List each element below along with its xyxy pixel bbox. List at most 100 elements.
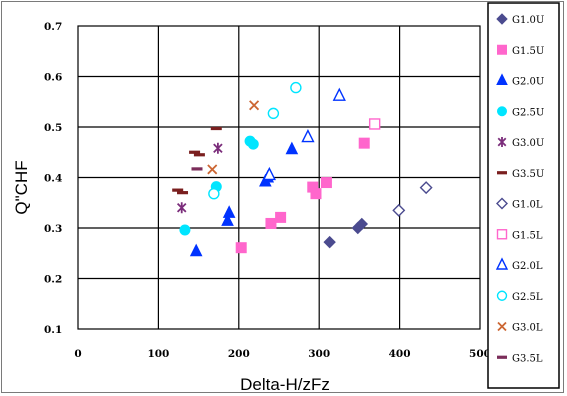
x-tick-label: 500 [469, 348, 491, 360]
legend-label: G2.5U [512, 107, 544, 118]
data-point [332, 87, 346, 101]
data-point [262, 166, 276, 181]
data-point [301, 129, 315, 143]
legend-label: G1.5L [512, 230, 543, 241]
series-g3-0u [176, 142, 223, 214]
data-point [210, 126, 222, 131]
plot-area [77, 25, 481, 330]
legend-item: G1.5L [496, 229, 543, 241]
data-point [189, 150, 201, 154]
data-point [290, 81, 302, 94]
data-point [191, 167, 203, 171]
legend-item: G3.0U [497, 137, 544, 149]
legend-label: G2.5L [512, 292, 543, 303]
legend-item: G3.5U [497, 169, 544, 180]
series-g2-5u [179, 135, 259, 236]
data-point [285, 141, 299, 155]
legend-item: G2.0U [496, 73, 544, 88]
x-tick-label: 400 [389, 348, 411, 360]
series-g3-5l [191, 167, 203, 171]
legend-marker [497, 44, 507, 55]
data-point [323, 235, 336, 249]
legend-marker [497, 321, 507, 332]
series-g3-5u [172, 126, 222, 195]
y-tick-label: 0.2 [44, 274, 62, 286]
series-g1-5l [368, 118, 381, 130]
data-point [358, 137, 370, 149]
data-point [249, 100, 260, 111]
series-g3-0l [207, 100, 260, 175]
legend: G1.0U G1.5U G2.0U G2.5U G3.0U G3.5U G1.0L G1.5L… [487, 2, 560, 389]
data-point [193, 153, 205, 157]
data-point [179, 224, 191, 236]
legend-marker [497, 355, 507, 359]
legend-label: G3.0L [512, 323, 543, 334]
x-tick-label: 0 [74, 348, 81, 360]
y-tick-label: 0.3 [44, 223, 62, 235]
series-g1-0l [392, 181, 433, 217]
legend-label: G1.0L [512, 200, 543, 211]
legend-item: G1.0L [496, 197, 543, 211]
x-tick-label: 300 [308, 348, 330, 360]
series-g1-0u [323, 217, 369, 249]
legend-marker [496, 290, 508, 301]
data-point [310, 188, 322, 200]
y-tick-label: 0.1 [44, 324, 62, 336]
legend-item: G3.5L [497, 353, 543, 364]
legend-item: G2.5L [496, 290, 543, 303]
data-point [419, 181, 433, 195]
y-tick-label: 0.6 [44, 72, 62, 84]
data-point [368, 118, 381, 130]
tick-labels: 0 100 200 300 400 500 0.1 0.2 0.3 0.4 0.5 0.6 0.7 [44, 21, 491, 360]
series-g2-0l [262, 87, 346, 181]
legend-item: G2.5U [497, 106, 544, 118]
data-point [208, 187, 220, 200]
series-g2-0u [189, 141, 299, 257]
data-point [176, 202, 187, 214]
legend-label: G2.0L [512, 261, 543, 272]
data-point [213, 142, 223, 154]
data-point [265, 217, 277, 229]
data-point [235, 242, 247, 254]
legend-item: G2.0L [495, 257, 543, 272]
data-point [267, 107, 280, 120]
legend-item: G1.5U [497, 44, 544, 57]
data-point [207, 164, 218, 175]
data-point [222, 205, 236, 218]
series-g1-5u [235, 137, 370, 254]
legend-label: G3.5U [512, 169, 544, 180]
data-point [221, 213, 234, 226]
data-point [320, 177, 332, 189]
legend-marker [495, 257, 509, 270]
legend-label: G3.5L [512, 353, 543, 364]
data-point [355, 217, 369, 231]
legend-marker [497, 171, 507, 175]
legend-label: G2.0U [512, 77, 544, 88]
legend-item: G1.0U [496, 13, 544, 26]
legend-label: G1.5U [512, 46, 544, 57]
grid-lines [78, 26, 480, 329]
data-point [189, 243, 203, 257]
legend-marker [496, 73, 508, 85]
legend-item: G3.0L [497, 321, 543, 334]
legend-marker [497, 137, 507, 147]
x-tick-label: 100 [147, 348, 169, 360]
legend-marker [496, 13, 508, 25]
data-point [172, 188, 184, 192]
y-tick-label: 0.4 [44, 173, 62, 185]
legend-label: G3.0U [512, 138, 544, 149]
data-point [177, 191, 189, 195]
data-point [392, 203, 406, 217]
legend-marker [496, 197, 508, 210]
y-tick-label: 0.7 [44, 21, 62, 33]
y-axis-title: Q"CHF [12, 160, 31, 214]
x-tick-label: 200 [228, 348, 250, 360]
legend-marker [496, 229, 508, 240]
data-points [172, 81, 433, 257]
x-axis-title: Delta-H/zFz [240, 375, 330, 394]
data-point [275, 211, 287, 223]
data-point [247, 138, 259, 150]
legend-marker [497, 106, 507, 117]
